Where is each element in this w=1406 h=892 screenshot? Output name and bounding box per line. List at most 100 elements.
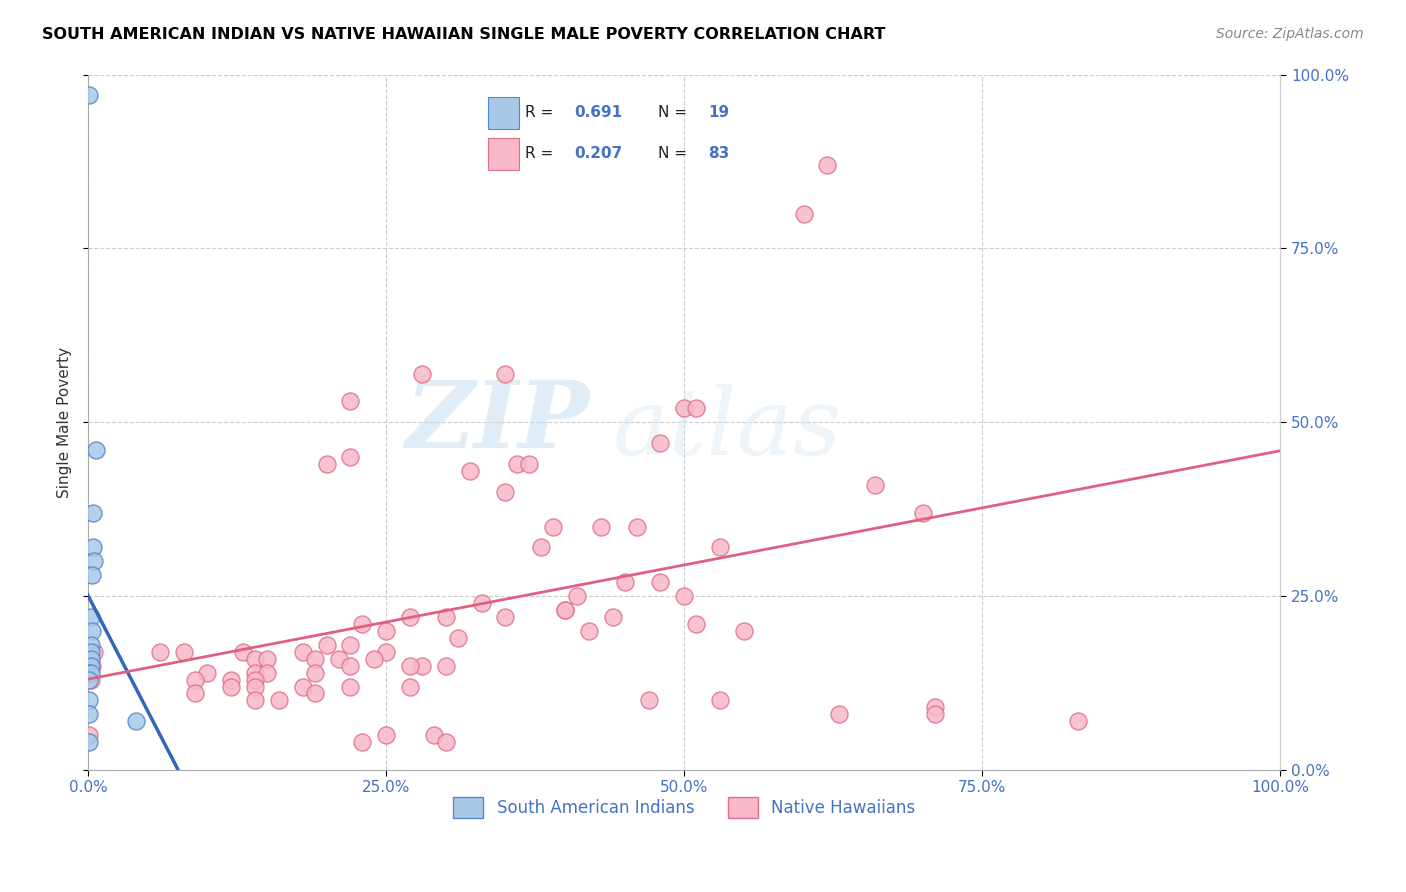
Point <box>79 638 101 652</box>
Point <box>79 693 101 707</box>
Point <box>637 693 659 707</box>
Point <box>733 624 755 638</box>
Point <box>399 658 422 673</box>
Point <box>184 686 207 700</box>
Point <box>304 665 326 680</box>
Point <box>79 673 101 687</box>
Point <box>80 568 103 582</box>
Point <box>792 206 814 220</box>
Point <box>291 645 314 659</box>
Point <box>339 658 361 673</box>
Y-axis label: Single Male Poverty: Single Male Poverty <box>58 347 72 498</box>
Point <box>411 658 433 673</box>
Point <box>82 541 104 555</box>
Point <box>79 651 101 665</box>
Point <box>541 519 564 533</box>
Point <box>863 478 886 492</box>
Point <box>554 603 576 617</box>
Point <box>613 575 636 590</box>
Point <box>195 665 218 680</box>
Point <box>256 651 278 665</box>
Point <box>149 645 172 659</box>
Point <box>673 589 696 603</box>
Point <box>447 631 470 645</box>
Point <box>80 658 103 673</box>
Point <box>602 610 624 624</box>
Point <box>80 624 103 638</box>
Point <box>924 700 946 714</box>
Point <box>423 728 446 742</box>
Point <box>291 680 314 694</box>
Point <box>554 603 576 617</box>
Point <box>256 665 278 680</box>
Point <box>184 673 207 687</box>
Point <box>243 673 266 687</box>
Point <box>243 665 266 680</box>
Point <box>565 589 588 603</box>
Legend: South American Indians, Native Hawaiians: South American Indians, Native Hawaiians <box>447 790 922 824</box>
Point <box>79 665 101 680</box>
Point <box>352 735 374 749</box>
Point <box>173 645 195 659</box>
Point <box>79 658 101 673</box>
Point <box>328 651 350 665</box>
Point <box>399 680 422 694</box>
Point <box>315 638 337 652</box>
Point <box>339 638 361 652</box>
Point <box>79 610 101 624</box>
Point <box>79 735 101 749</box>
Point <box>304 651 326 665</box>
Point <box>506 457 529 471</box>
Point <box>375 645 398 659</box>
Point <box>434 735 457 749</box>
Point <box>125 714 148 729</box>
Point <box>79 645 101 659</box>
Point <box>471 596 494 610</box>
Point <box>828 707 851 722</box>
Point <box>86 443 108 458</box>
Point <box>578 624 600 638</box>
Point <box>399 610 422 624</box>
Point <box>243 680 266 694</box>
Text: atlas: atlas <box>613 384 842 475</box>
Point <box>626 519 648 533</box>
Text: SOUTH AMERICAN INDIAN VS NATIVE HAWAIIAN SINGLE MALE POVERTY CORRELATION CHART: SOUTH AMERICAN INDIAN VS NATIVE HAWAIIAN… <box>42 27 886 42</box>
Point <box>815 158 838 172</box>
Point <box>243 651 266 665</box>
Text: ZIP: ZIP <box>405 377 589 467</box>
Point <box>589 519 612 533</box>
Point <box>79 88 101 103</box>
Point <box>79 707 101 722</box>
Point <box>673 401 696 416</box>
Point <box>83 645 105 659</box>
Point <box>352 616 374 631</box>
Point <box>650 575 672 590</box>
Point <box>339 450 361 464</box>
Text: Source: ZipAtlas.com: Source: ZipAtlas.com <box>1216 27 1364 41</box>
Point <box>709 541 731 555</box>
Point <box>363 651 385 665</box>
Point <box>494 484 516 499</box>
Point <box>79 665 101 680</box>
Point <box>219 673 242 687</box>
Point <box>494 610 516 624</box>
Point <box>517 457 540 471</box>
Point <box>79 728 101 742</box>
Point <box>411 367 433 381</box>
Point <box>339 680 361 694</box>
Point <box>685 401 707 416</box>
Point <box>434 658 457 673</box>
Point <box>79 673 101 687</box>
Point <box>650 436 672 450</box>
Point <box>243 693 266 707</box>
Point <box>709 693 731 707</box>
Point <box>494 367 516 381</box>
Point <box>267 693 290 707</box>
Point <box>315 457 337 471</box>
Point <box>924 707 946 722</box>
Point <box>375 728 398 742</box>
Point <box>375 624 398 638</box>
Point <box>434 610 457 624</box>
Point <box>83 554 105 568</box>
Point <box>685 616 707 631</box>
